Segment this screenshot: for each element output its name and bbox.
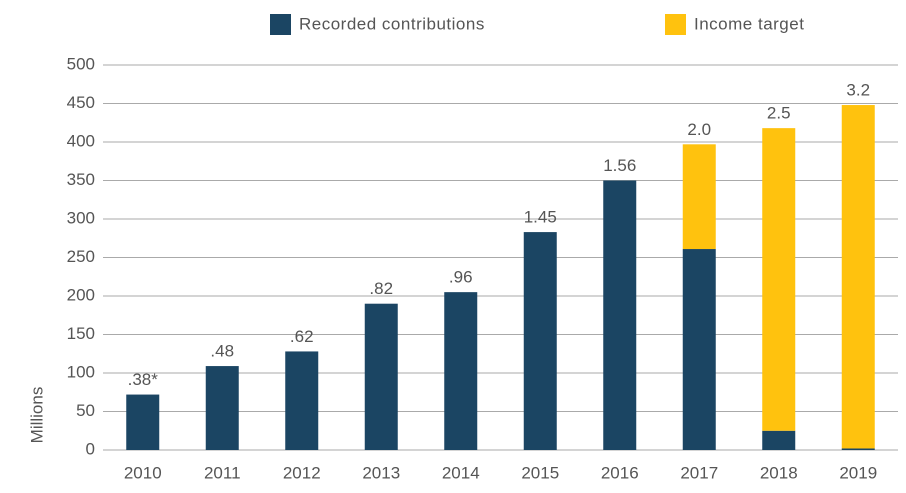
y-tick-label: 400 — [67, 131, 95, 150]
y-axis-label: Millions — [27, 387, 46, 444]
x-tick-label: 2018 — [760, 463, 798, 482]
y-tick-label: 100 — [67, 362, 95, 381]
legend-label: Recorded contributions — [299, 14, 485, 33]
bar-annotation: .82 — [369, 279, 393, 298]
bar-annotation: .62 — [290, 327, 314, 346]
legend-swatch — [665, 14, 686, 35]
legend-label: Income target — [694, 14, 804, 33]
bar-segment — [364, 303, 398, 450]
y-tick-label: 350 — [67, 170, 95, 189]
bar-segment — [603, 180, 637, 450]
bar-segment — [205, 366, 239, 450]
y-tick-label: 200 — [67, 285, 95, 304]
bar-annotation: 3.2 — [846, 81, 870, 100]
bar-annotation: 2.0 — [687, 120, 711, 139]
x-tick-label: 2014 — [442, 463, 480, 482]
bar-segment — [285, 351, 319, 450]
bar-segment — [523, 232, 557, 450]
x-tick-label: 2015 — [521, 463, 559, 482]
x-tick-label: 2019 — [839, 463, 877, 482]
x-tick-label: 2010 — [124, 463, 162, 482]
bar-segment — [682, 249, 716, 450]
y-tick-label: 250 — [67, 247, 95, 266]
bar-segment — [126, 394, 160, 450]
bar-segment — [841, 105, 875, 449]
x-tick-label: 2011 — [204, 463, 241, 482]
y-tick-label: 300 — [67, 208, 95, 227]
bar-segment — [841, 448, 875, 450]
x-tick-label: 2012 — [283, 463, 321, 482]
bar-annotation: .48 — [210, 342, 234, 361]
x-tick-label: 2013 — [362, 463, 400, 482]
bar-segment — [682, 144, 716, 250]
bar-annotation: .38* — [128, 370, 159, 389]
bar-segment — [762, 128, 796, 431]
bar-annotation: 2.5 — [767, 104, 791, 123]
y-tick-label: 50 — [76, 401, 95, 420]
x-tick-label: 2017 — [680, 463, 718, 482]
bar-segment — [762, 430, 796, 450]
bar-annotation: .96 — [449, 268, 473, 287]
y-tick-label: 0 — [86, 439, 95, 458]
bar-annotation: 1.56 — [603, 156, 636, 175]
bar-segment — [444, 292, 478, 450]
y-tick-label: 450 — [67, 93, 95, 112]
bar-annotation: 1.45 — [524, 208, 557, 227]
legend-swatch — [270, 14, 291, 35]
y-tick-label: 150 — [67, 324, 95, 343]
y-tick-label: 500 — [67, 54, 95, 73]
x-tick-label: 2016 — [601, 463, 639, 482]
